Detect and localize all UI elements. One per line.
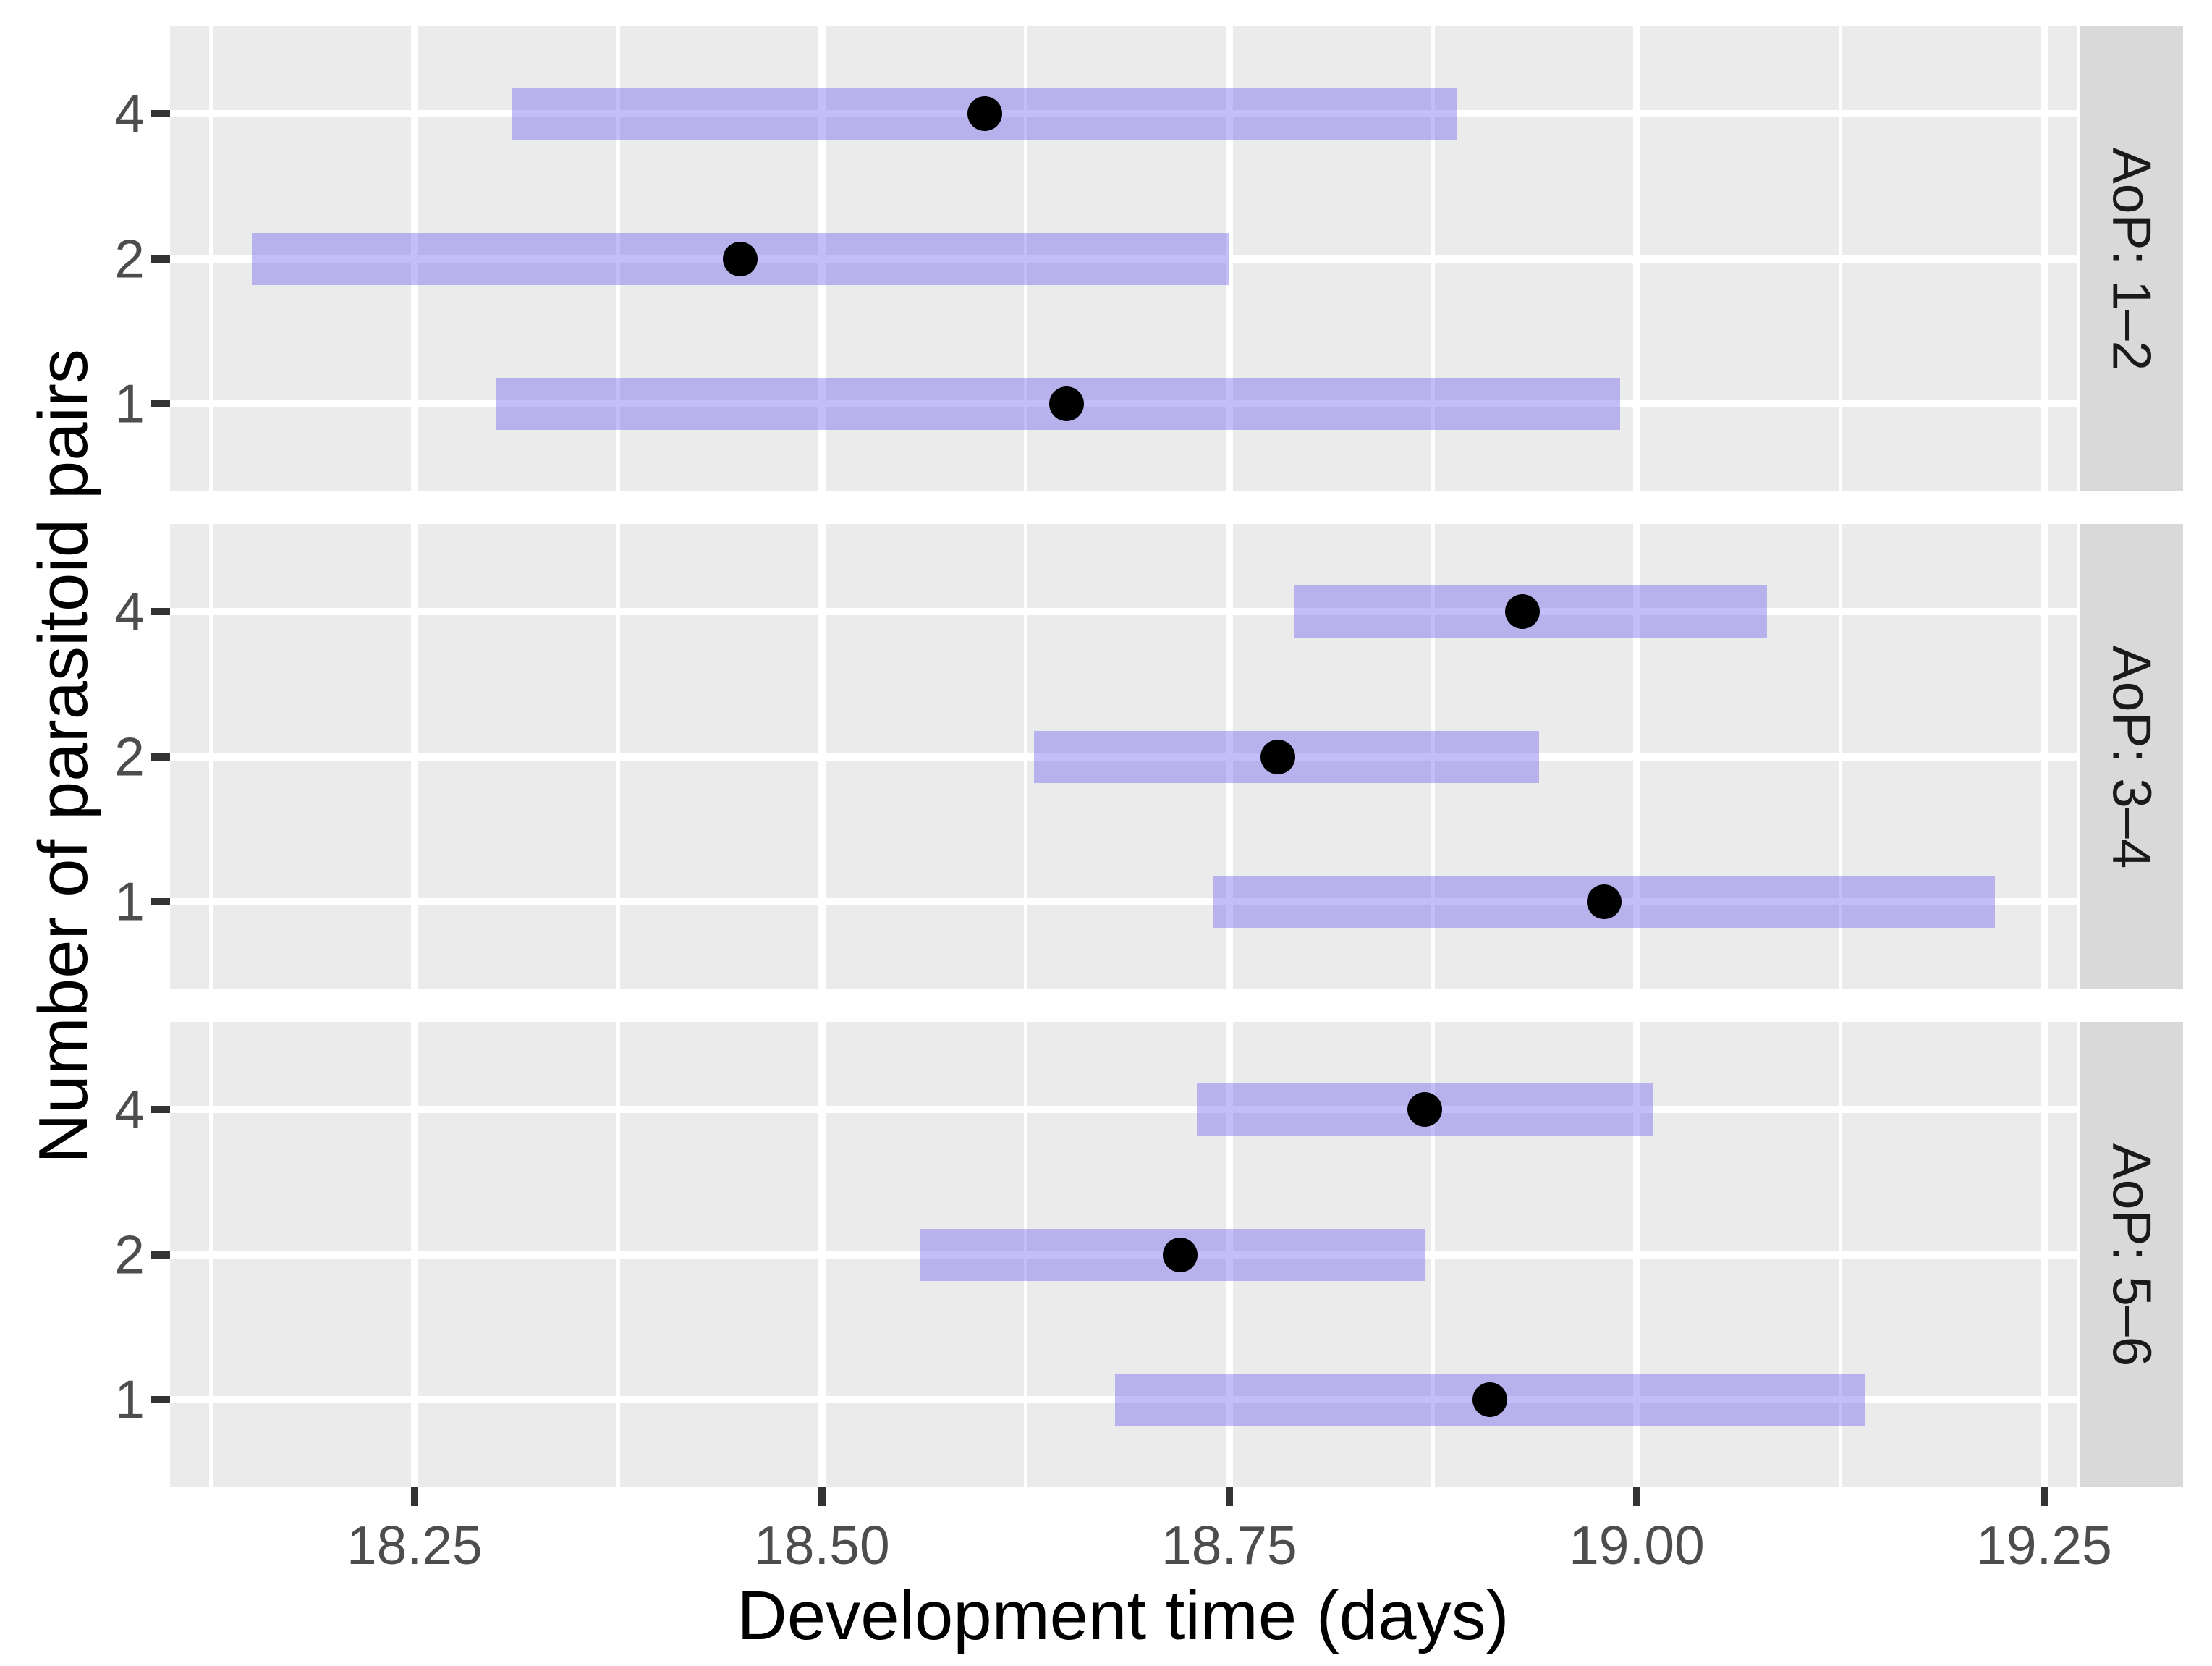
x-axis-tick-label: 18.50 bbox=[754, 1515, 890, 1576]
major-gridline bbox=[170, 1396, 2077, 1404]
y-axis-tick-label: 1 bbox=[114, 373, 145, 434]
major-gridline bbox=[170, 255, 2077, 263]
y-axis-tick bbox=[151, 1396, 170, 1404]
y-axis-tick-label: 4 bbox=[114, 580, 145, 642]
point-estimate bbox=[1260, 739, 1296, 774]
y-axis-tick bbox=[151, 109, 170, 117]
x-axis-tick-label: 19.25 bbox=[1976, 1515, 2112, 1576]
y-axis-tick bbox=[151, 898, 170, 906]
x-axis-tick bbox=[1225, 1487, 1233, 1506]
y-axis-tick bbox=[151, 607, 170, 615]
y-axis-tick-label: 2 bbox=[114, 1224, 145, 1285]
x-axis-tick bbox=[1632, 1487, 1640, 1506]
facet-panel bbox=[170, 26, 2077, 491]
y-axis-tick bbox=[151, 753, 170, 761]
y-axis-tick-label: 2 bbox=[114, 726, 145, 787]
y-axis-tick bbox=[151, 255, 170, 263]
y-axis-tick-label: 2 bbox=[114, 228, 145, 289]
major-gridline bbox=[170, 1105, 2077, 1113]
y-axis-tick-label: 4 bbox=[114, 1078, 145, 1140]
major-gridline bbox=[170, 607, 2077, 615]
x-axis-tick bbox=[2040, 1487, 2048, 1506]
x-axis-tick-label: 18.25 bbox=[346, 1515, 483, 1576]
point-estimate bbox=[1472, 1382, 1508, 1418]
major-gridline bbox=[170, 109, 2077, 117]
major-gridline bbox=[170, 753, 2077, 761]
x-axis-tick-label: 19.00 bbox=[1569, 1515, 1705, 1576]
y-axis-tick-label: 4 bbox=[114, 83, 145, 144]
point-estimate bbox=[1586, 884, 1622, 920]
facet-strip: AoP: 1–2 bbox=[2080, 26, 2183, 491]
y-axis-title: Number of parasitoid pairs bbox=[24, 349, 102, 1164]
point-estimate bbox=[723, 241, 758, 276]
facet-strip-label: AoP: 1–2 bbox=[2101, 147, 2163, 371]
y-axis-tick-label: 1 bbox=[114, 871, 145, 932]
y-axis-tick-label: 1 bbox=[114, 1369, 145, 1430]
x-axis-tick bbox=[410, 1487, 418, 1506]
y-axis-tick bbox=[151, 1105, 170, 1113]
point-estimate bbox=[1048, 386, 1084, 422]
point-estimate bbox=[967, 96, 1003, 131]
facet-strip: AoP: 3–4 bbox=[2080, 524, 2183, 989]
y-axis-tick bbox=[151, 400, 170, 408]
facet-strip: AoP: 5–6 bbox=[2080, 1022, 2183, 1487]
facet-panel bbox=[170, 1022, 2077, 1487]
facet-panel bbox=[170, 524, 2077, 989]
point-estimate bbox=[1163, 1237, 1198, 1272]
y-axis-tick bbox=[151, 1251, 170, 1259]
x-axis-title: Development time (days) bbox=[737, 1577, 1509, 1654]
major-gridline bbox=[170, 1251, 2077, 1259]
point-estimate bbox=[1505, 593, 1541, 629]
point-estimate bbox=[1407, 1091, 1443, 1127]
major-gridline bbox=[170, 400, 2077, 408]
major-gridline bbox=[170, 898, 2077, 906]
x-axis-tick bbox=[818, 1487, 826, 1506]
facet-strip-label: AoP: 5–6 bbox=[2101, 1143, 2163, 1366]
x-axis-tick-label: 18.75 bbox=[1161, 1515, 1297, 1576]
facet-strip-label: AoP: 3–4 bbox=[2101, 645, 2163, 868]
